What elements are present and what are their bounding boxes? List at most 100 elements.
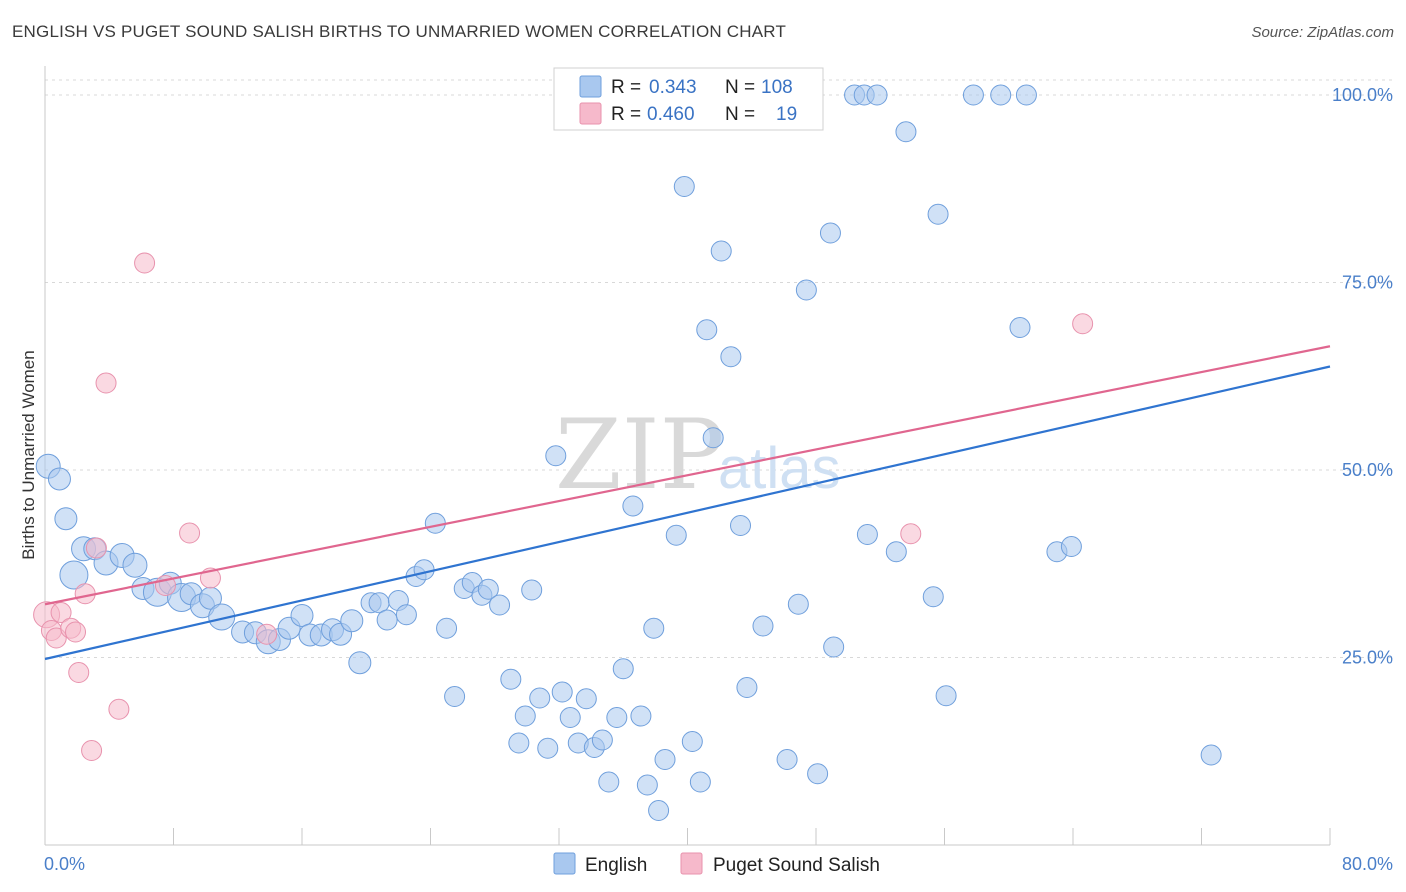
point-english bbox=[935, 685, 957, 707]
point-english bbox=[689, 771, 711, 793]
point-salish bbox=[81, 740, 103, 761]
point-english bbox=[795, 279, 817, 301]
point-english bbox=[606, 707, 628, 728]
point-english bbox=[807, 763, 829, 785]
point-english bbox=[208, 603, 236, 631]
point-english bbox=[696, 319, 718, 341]
point-salish bbox=[50, 602, 72, 623]
point-english bbox=[710, 240, 732, 262]
point-english bbox=[720, 346, 742, 368]
point-english bbox=[1060, 536, 1082, 557]
point-salish bbox=[179, 522, 201, 544]
point-english bbox=[47, 467, 71, 491]
point-english bbox=[436, 617, 458, 639]
point-salish bbox=[900, 523, 922, 545]
point-english bbox=[514, 705, 536, 727]
point-salish bbox=[95, 372, 117, 394]
y-tick-labels: 25.0% 50.0% 75.0% 100.0% bbox=[1332, 85, 1393, 668]
point-english bbox=[776, 749, 798, 770]
x-tick-label: 80.0% bbox=[1342, 854, 1393, 874]
point-english bbox=[348, 651, 372, 675]
point-salish bbox=[108, 698, 130, 720]
point-english bbox=[665, 524, 687, 546]
legend-n-value-salish: 19 bbox=[776, 104, 797, 125]
legend-r-label-english: R = bbox=[611, 77, 641, 98]
point-english bbox=[575, 688, 597, 710]
point-english bbox=[927, 203, 949, 225]
point-english bbox=[736, 677, 758, 698]
point-english bbox=[622, 495, 644, 517]
legend-n-label-english: N = bbox=[725, 77, 755, 98]
legend-r-value-english: 0.343 bbox=[649, 77, 697, 98]
point-english bbox=[819, 222, 841, 244]
point-english bbox=[1009, 317, 1031, 338]
point-english bbox=[477, 578, 499, 600]
point-salish bbox=[134, 252, 156, 274]
point-english bbox=[290, 604, 314, 627]
point-english bbox=[444, 686, 466, 707]
point-salish bbox=[68, 662, 90, 683]
point-english bbox=[551, 681, 573, 703]
point-english bbox=[424, 512, 446, 534]
legend-swatch-salish bbox=[579, 102, 602, 125]
point-english bbox=[545, 445, 567, 467]
point-english bbox=[508, 732, 530, 754]
watermark-zip: ZIP bbox=[555, 399, 724, 511]
bottom-legend-label-salish: Puget Sound Salish bbox=[713, 855, 880, 876]
point-english bbox=[529, 687, 551, 709]
point-english bbox=[395, 604, 417, 626]
trend-line-english bbox=[44, 365, 1331, 661]
point-english bbox=[823, 636, 845, 658]
point-english bbox=[59, 560, 89, 590]
point-salish bbox=[1072, 313, 1094, 335]
source-credit: Source: ZipAtlas.com bbox=[1251, 24, 1394, 41]
point-english bbox=[559, 707, 581, 728]
point-english bbox=[866, 84, 888, 106]
point-english bbox=[521, 579, 543, 601]
bottom-legend-label-english: English bbox=[585, 855, 647, 876]
grid-lines bbox=[45, 79, 1392, 658]
point-english bbox=[787, 593, 809, 615]
point-english bbox=[885, 541, 907, 563]
point-salish bbox=[85, 537, 107, 559]
series-legend: English Puget Sound Salish bbox=[553, 852, 880, 876]
bottom-legend-swatch-salish bbox=[680, 852, 703, 875]
chart-title: ENGLISH VS PUGET SOUND SALISH BIRTHS TO … bbox=[12, 22, 787, 41]
point-english bbox=[636, 774, 658, 796]
y-axis-label: Births to Unmarried Women bbox=[19, 350, 38, 559]
point-english bbox=[730, 515, 752, 536]
series-english-points bbox=[35, 84, 1222, 821]
point-english bbox=[922, 586, 944, 608]
point-english bbox=[1200, 744, 1222, 766]
point-english bbox=[648, 800, 670, 821]
trend-line-salish bbox=[44, 345, 1331, 606]
point-english bbox=[612, 658, 634, 680]
legend-r-label-salish: R = bbox=[611, 104, 641, 125]
point-english bbox=[895, 121, 917, 143]
point-english bbox=[702, 427, 724, 449]
point-english bbox=[54, 507, 78, 531]
point-salish bbox=[256, 623, 278, 645]
point-english bbox=[340, 609, 364, 633]
series-salish-points bbox=[33, 252, 1094, 761]
point-english bbox=[681, 731, 703, 752]
point-english bbox=[643, 617, 665, 639]
point-salish bbox=[65, 621, 87, 643]
trend-lines bbox=[44, 345, 1331, 661]
y-tick-label: 75.0% bbox=[1342, 273, 1393, 293]
point-english bbox=[654, 749, 676, 770]
point-salish bbox=[45, 627, 67, 649]
legend-r-value-salish: 0.460 bbox=[647, 104, 695, 125]
stats-legend: R = 0.343 N = 108 R = 0.460 N = 19 bbox=[553, 67, 824, 131]
point-english bbox=[962, 84, 984, 106]
y-tick-label: 25.0% bbox=[1342, 648, 1393, 668]
x-tick-label: 0.0% bbox=[44, 854, 85, 874]
x-tick-labels: 0.0% 80.0% bbox=[44, 854, 1393, 874]
point-english bbox=[630, 705, 652, 727]
point-english bbox=[413, 559, 435, 581]
point-english bbox=[856, 524, 878, 545]
point-english bbox=[673, 176, 695, 197]
y-tick-label: 50.0% bbox=[1342, 460, 1393, 480]
y-tick-label: 100.0% bbox=[1332, 85, 1393, 105]
point-english bbox=[489, 594, 511, 616]
